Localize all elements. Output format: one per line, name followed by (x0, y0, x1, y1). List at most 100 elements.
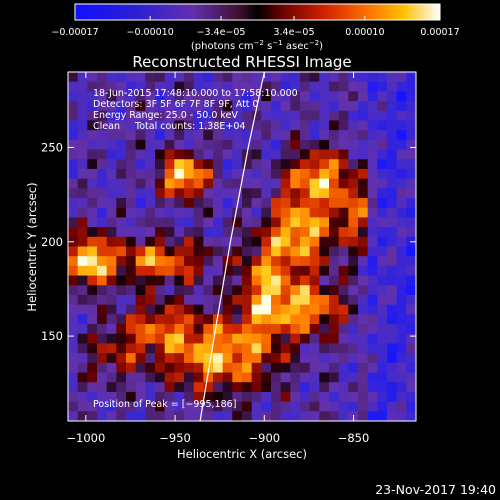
heatmap-cell (106, 382, 117, 393)
x-tick-label-3: −850 (338, 431, 370, 445)
heatmap-cell (135, 333, 146, 345)
heatmap-cell (406, 72, 416, 83)
heatmap-cell (135, 324, 146, 335)
heatmap-cell (77, 256, 88, 267)
heatmap-cell (396, 198, 407, 209)
heatmap-cell (290, 72, 301, 83)
heatmap-cell (261, 168, 272, 180)
heatmap-cell (377, 362, 388, 374)
heatmap-cell (164, 275, 175, 286)
heatmap-cell (87, 382, 98, 393)
heatmap-cell (116, 217, 127, 228)
heatmap-cell (145, 81, 156, 92)
heatmap-cell (377, 246, 388, 257)
heatmap-cell (251, 159, 262, 170)
heatmap-cell (290, 256, 301, 267)
heatmap-cell (377, 324, 388, 335)
x-tick-label-0: −1000 (66, 431, 105, 445)
heatmap-cell (145, 353, 156, 364)
heatmap-cell (155, 314, 166, 325)
heatmap-cell (348, 130, 359, 141)
heatmap-cell (396, 324, 407, 335)
heatmap-cell (329, 265, 340, 277)
heatmap-cell (184, 198, 195, 209)
heatmap-cell (106, 353, 117, 364)
heatmap-cell (184, 246, 195, 257)
heatmap-cell (261, 236, 272, 248)
heatmap-cell (406, 314, 416, 325)
heatmap-cell (348, 333, 359, 345)
heatmap-cell (222, 294, 233, 306)
heatmap-cell (358, 120, 369, 131)
heatmap-cell (222, 391, 233, 403)
heatmap-cell (367, 81, 378, 92)
heatmap-cell (164, 324, 175, 335)
heatmap-cell (97, 110, 108, 122)
heatmap-cell (222, 256, 233, 267)
heatmap-cell (271, 256, 282, 267)
heatmap-cell (232, 275, 243, 286)
heatmap-cell (280, 294, 291, 306)
heatmap-cell (280, 72, 291, 83)
heatmap-cell (387, 168, 398, 180)
heatmap-cell (271, 411, 282, 421)
x-tick-label-2: −900 (249, 431, 281, 445)
heatmap-cell (203, 382, 214, 393)
heatmap-cell (145, 207, 156, 219)
heatmap-cell (290, 149, 301, 160)
heatmap-cell (251, 391, 262, 403)
heatmap-cell (164, 353, 175, 364)
heatmap-cell (358, 246, 369, 257)
heatmap-cell (300, 168, 311, 180)
heatmap-cell (242, 314, 253, 325)
heatmap-cell (106, 285, 117, 296)
heatmap-cell (280, 178, 291, 189)
heatmap-cell (406, 372, 416, 383)
heatmap-cell (271, 110, 282, 122)
heatmap-cell (87, 91, 98, 102)
heatmap-cell (396, 265, 407, 277)
heatmap-cell (377, 256, 388, 267)
heatmap-cell (358, 314, 369, 325)
heatmap-cell (116, 256, 127, 267)
heatmap-cell (77, 285, 88, 296)
heatmap-cell (261, 343, 272, 354)
heatmap-cell (290, 285, 301, 296)
heatmap-cell (300, 275, 311, 286)
heatmap-cell (358, 81, 369, 92)
heatmap-cell (97, 411, 108, 421)
heatmap-cell (309, 362, 320, 374)
heatmap-cell (377, 72, 388, 83)
heatmap-cell (309, 411, 320, 421)
heatmap-cell (300, 149, 311, 160)
heatmap-cell (348, 246, 359, 257)
heatmap-cell (174, 188, 185, 199)
heatmap-cell (387, 120, 398, 131)
heatmap-cell (280, 120, 291, 131)
heatmap-cell (116, 294, 127, 306)
heatmap-cell (319, 149, 330, 160)
heatmap-cell (329, 324, 340, 335)
heatmap-cell (280, 372, 291, 383)
heatmap-cell (145, 178, 156, 189)
heatmap-cell (164, 362, 175, 374)
heatmap-cell (406, 217, 416, 228)
heatmap-cell (106, 246, 117, 257)
heatmap-cell (106, 265, 117, 277)
heatmap-cell (358, 110, 369, 122)
heatmap-cell (396, 275, 407, 286)
heatmap-cell (77, 149, 88, 160)
heatmap-cell (329, 391, 340, 403)
heatmap-cell (155, 324, 166, 335)
heatmap-cell (396, 227, 407, 238)
heatmap-cell (319, 120, 330, 131)
heatmap-cell (309, 314, 320, 325)
heatmap-cell (280, 324, 291, 335)
heatmap-cell (155, 139, 166, 151)
heatmap-cell (261, 372, 272, 383)
heatmap-cell (155, 198, 166, 209)
heatmap-cell (377, 285, 388, 296)
heatmap-cell (261, 246, 272, 257)
heatmap-cell (184, 207, 195, 219)
heatmap-cell (68, 246, 79, 257)
